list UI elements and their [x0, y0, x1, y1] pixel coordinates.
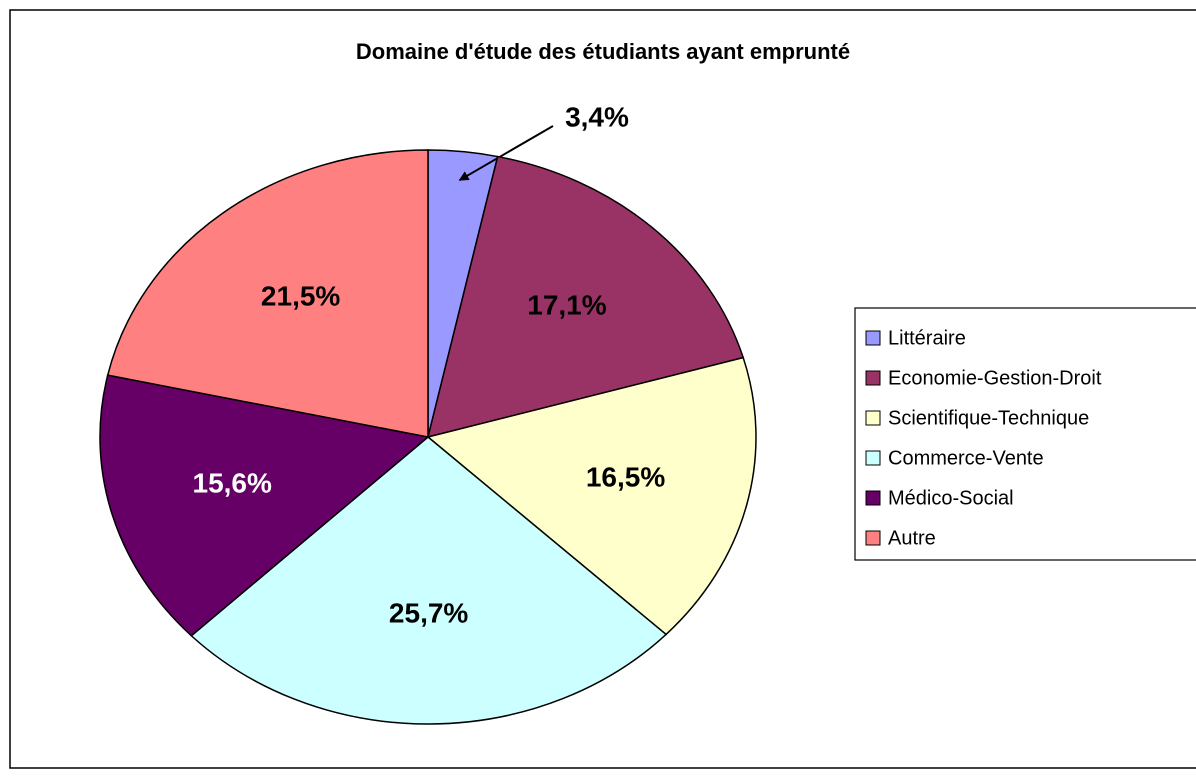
data-label: 21,5% — [261, 281, 340, 312]
data-label: 16,5% — [586, 462, 665, 493]
legend-swatch — [865, 530, 881, 546]
pie-slice — [106, 149, 429, 438]
legend-label: Economie-Gestion-Droit — [888, 367, 1102, 389]
legend-label: Autre — [888, 527, 936, 549]
legend-swatch — [865, 330, 881, 346]
legend-label: Scientifique-Technique — [888, 407, 1089, 429]
legend-label: Médico-Social — [888, 487, 1014, 509]
pie-slice — [190, 436, 668, 725]
legend-label: Littéraire — [888, 327, 966, 349]
legend-swatch — [865, 410, 881, 426]
data-label: 3,4% — [565, 101, 629, 132]
legend-swatch — [865, 370, 881, 386]
label-arrow — [458, 125, 554, 182]
legend-swatch — [865, 450, 881, 466]
chart-title: Domaine d'étude des étudiants ayant empr… — [356, 39, 850, 64]
pie-slice — [99, 374, 430, 637]
legend-label: Commerce-Vente — [888, 447, 1044, 469]
legend-box — [854, 307, 1196, 561]
legend-swatch — [865, 490, 881, 506]
pie-slice — [426, 356, 757, 636]
data-label: 17,1% — [527, 289, 606, 320]
data-label: 25,7% — [389, 597, 468, 628]
pie-slice — [426, 155, 745, 439]
data-label: 15,6% — [193, 468, 272, 499]
